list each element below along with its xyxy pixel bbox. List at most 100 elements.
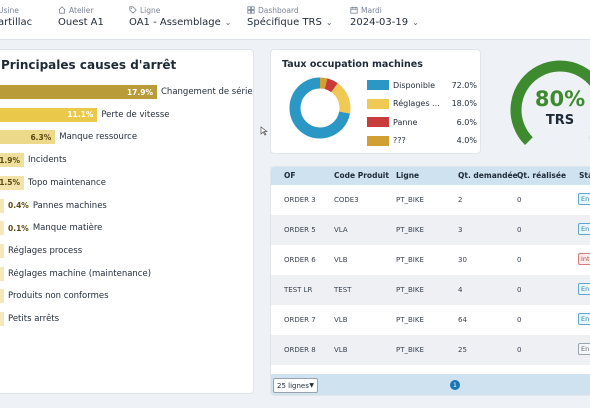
occupation-donut — [289, 77, 351, 139]
cause-row[interactable]: 0.1% Manque matière — [0, 221, 103, 236]
table-cell-ligne: PT_BIKE — [396, 316, 424, 324]
col-qt-realisee[interactable]: Qt. réalisée — [517, 171, 567, 180]
cause-row[interactable]: 6.3% Manque ressource — [0, 130, 137, 145]
legend-item[interactable]: Réglages ... 18.0% — [367, 97, 477, 111]
legend-value: 72.0% — [451, 80, 477, 90]
calendar-icon — [350, 6, 358, 14]
col-code-produit[interactable]: Code Produit — [334, 171, 389, 180]
cause-label: Manque matière — [32, 223, 103, 234]
col-ligne[interactable]: Ligne — [396, 171, 420, 180]
header-bar: Usine artillac Atelier Ouest A1 Ligne OA… — [0, 0, 590, 40]
table-cell-qr: 0 — [517, 316, 522, 324]
table-cell-ligne: PT_BIKE — [396, 226, 424, 234]
table-row[interactable]: TEST LR TEST PT_BIKE 4 0 En — [271, 275, 590, 305]
legend-label: Panne — [393, 117, 418, 127]
table-row[interactable]: ORDER 5 VLA PT_BIKE 3 0 En — [271, 215, 590, 245]
col-of[interactable]: OF — [284, 171, 296, 180]
col-qt-demandee[interactable]: Qt. demandée — [458, 171, 518, 180]
filter-date[interactable]: Mardi 2024-03-19 ⌄ — [350, 5, 419, 29]
trs-value: 80% — [534, 87, 586, 111]
status-badge: Int — [578, 253, 590, 265]
page-size-value: 25 lignes — [277, 381, 309, 390]
table-cell-ligne: PT_BIKE — [396, 286, 424, 294]
legend-label: Disponible — [393, 80, 436, 90]
usine-label: Usine — [0, 5, 19, 15]
trs-gauge — [510, 60, 590, 145]
cause-row[interactable]: 11.1% Perte de vitesse — [0, 107, 170, 122]
date-label: Mardi — [361, 5, 382, 15]
status-badge: En — [578, 283, 590, 295]
filter-dashboard[interactable]: Dashboard Spécifique TRS ⌄ — [247, 5, 333, 29]
table-cell-code: VLB — [334, 316, 348, 324]
cause-label: Petits arrêts — [8, 314, 60, 324]
cause-label: Réglages process — [8, 245, 83, 256]
cause-pct: 6.3% — [30, 132, 52, 142]
filter-atelier[interactable]: Atelier Ouest A1 — [58, 5, 104, 29]
table-cell-ligne: PT_BIKE — [396, 196, 424, 204]
donut-slice[interactable] — [289, 77, 351, 139]
status-badge: En — [578, 343, 590, 355]
col-status[interactable]: Sta — [579, 171, 590, 180]
occupation-title: Taux occupation machines — [282, 59, 423, 70]
cause-row[interactable]: Réglages machine (maintenance) — [0, 266, 151, 281]
causes-panel: Principales causes d'arrêt — [0, 49, 254, 394]
page-1-button[interactable]: 1 — [450, 380, 460, 390]
filter-ligne[interactable]: Ligne OA1 - Assemblage ⌄ — [129, 5, 232, 29]
table-row[interactable]: ORDER 7 VLB PT_BIKE 64 0 En — [271, 305, 590, 335]
table-cell-of: ORDER 5 — [284, 226, 316, 234]
cause-label: Perte de vitesse — [101, 109, 170, 120]
cause-label: Pannes machines — [32, 200, 107, 211]
date-value: 2024-03-19 — [350, 17, 409, 28]
cause-row[interactable]: Petits arrêts — [0, 312, 59, 326]
table-cell-code: TEST — [334, 286, 352, 294]
cause-bar — [0, 312, 4, 326]
table-cell-of: ORDER 3 — [284, 196, 316, 204]
table-cell-ligne: PT_BIKE — [396, 256, 424, 264]
cause-bar: 6.3% — [0, 130, 56, 145]
cause-bar: 11.1% — [0, 107, 98, 122]
legend-item[interactable]: ??? 4.0% — [367, 134, 477, 148]
page-size-select[interactable]: 25 lignes ▼ — [273, 378, 318, 393]
chevron-down-icon[interactable]: ⌄ — [412, 18, 419, 27]
cause-bar — [0, 198, 4, 213]
table-row[interactable]: ORDER 8 VLB PT_BIKE 25 0 En — [271, 335, 590, 365]
cause-row[interactable]: Produits non conformes — [0, 289, 109, 304]
dashboard-value: Spécifique TRS — [247, 17, 322, 28]
cause-row[interactable]: Réglages process — [0, 243, 83, 258]
chevron-down-icon[interactable]: ⌄ — [224, 18, 232, 27]
cause-label: Incidents — [28, 155, 67, 166]
cause-row[interactable]: 1.9% Incidents — [0, 153, 67, 168]
legend-item[interactable]: Panne 6.0% — [367, 115, 477, 129]
chevron-down-icon[interactable]: ⌄ — [325, 18, 333, 27]
trs-label: TRS — [545, 113, 575, 128]
cause-bar — [0, 221, 4, 236]
table-cell-qd: 64 — [458, 316, 467, 324]
table-row[interactable]: ORDER 6 VLB PT_BIKE 30 0 Int — [271, 245, 590, 275]
usine-value: artillac — [0, 17, 33, 28]
legend-item[interactable]: Disponible 72.0% — [367, 78, 477, 92]
table-cell-of: TEST LR — [284, 286, 313, 294]
cause-bar: 17.9% — [0, 85, 157, 99]
cause-bar — [0, 243, 4, 258]
cause-pct: 1.5% — [0, 178, 20, 188]
table-cell-qr: 0 — [517, 196, 522, 204]
table-cell-qr: 0 — [517, 286, 522, 294]
status-badge: En — [578, 223, 590, 235]
cause-row[interactable]: 0.4% Pannes machines — [0, 198, 107, 213]
cause-row[interactable]: 1.5% Topo maintenance — [0, 175, 106, 190]
mouse-cursor-icon — [260, 126, 268, 136]
cause-label: Produits non conformes — [8, 291, 109, 302]
legend-label: Réglages ... — [393, 99, 440, 108]
table-cell-qd: 4 — [458, 286, 463, 294]
table-footer: 25 lignes ▼ 1 — [271, 374, 590, 395]
table-row[interactable]: ORDER 3 CODE3 PT_BIKE 2 0 En — [271, 185, 590, 215]
table-cell-code: VLA — [334, 226, 348, 234]
cause-row[interactable]: 17.9% Changement de série — [0, 85, 253, 99]
filter-usine[interactable]: Usine artillac — [0, 5, 33, 29]
status-badge: En — [578, 193, 590, 205]
table-cell-of: ORDER 7 — [284, 316, 316, 324]
table-cell-code: CODE3 — [334, 196, 359, 204]
donut-slice[interactable] — [289, 77, 351, 139]
legend-swatch — [367, 117, 389, 127]
table-cell-qr: 0 — [517, 256, 522, 264]
